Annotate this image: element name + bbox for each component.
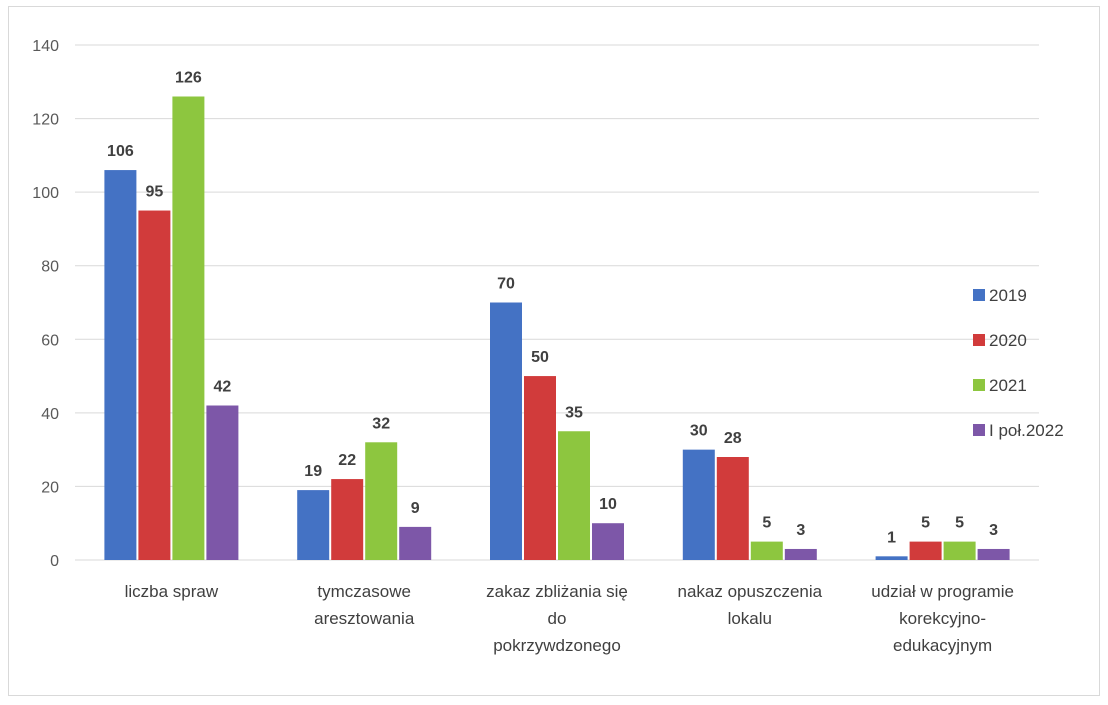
bar xyxy=(104,170,137,561)
bar xyxy=(490,302,522,560)
legend-swatch xyxy=(973,424,985,436)
category-label: zakaz zbliżania się do pokrzywdzonego xyxy=(486,582,628,655)
bar xyxy=(875,556,908,560)
legend-swatch xyxy=(973,289,985,301)
bar xyxy=(592,523,624,560)
data-labels: 106 95 126 42 19 22 32 9 70 50 35 10 30 28 5 3 1 5 5 3 xyxy=(107,70,998,547)
legend-swatch xyxy=(973,379,985,391)
category-label-line: korekcyjno- xyxy=(899,609,986,628)
legend-swatch xyxy=(973,334,985,346)
legend-label: 2021 xyxy=(989,376,1027,395)
y-tick-label: 20 xyxy=(41,479,59,496)
data-label: 50 xyxy=(531,349,549,366)
data-label: 95 xyxy=(146,184,164,201)
category-label-line: do xyxy=(548,609,567,628)
data-label: 35 xyxy=(565,404,583,421)
data-label: 9 xyxy=(411,500,420,517)
bar xyxy=(206,405,239,560)
data-label: 19 xyxy=(304,463,322,480)
bar xyxy=(172,96,205,560)
category-label-line: zakaz zbliżania się xyxy=(486,582,628,601)
bar xyxy=(682,449,715,560)
bar xyxy=(399,526,432,560)
category-label-line: lokalu xyxy=(728,609,772,628)
category-label: liczba spraw xyxy=(125,582,219,601)
bar xyxy=(524,376,556,560)
data-label: 5 xyxy=(921,515,930,532)
data-label: 70 xyxy=(497,276,515,293)
category-label-line: aresztowania xyxy=(314,609,415,628)
category-label-line: edukacyjnym xyxy=(893,636,992,655)
x-axis-categories: liczba spraw tymczasowe aresztowania zakaz … xyxy=(125,582,1014,655)
y-tick-label: 40 xyxy=(41,406,59,423)
bar xyxy=(138,210,171,561)
data-label: 5 xyxy=(762,515,771,532)
category-label: nakaz opuszczenia lokalu xyxy=(678,582,823,628)
legend-label: 2020 xyxy=(989,331,1027,350)
bar xyxy=(750,541,783,560)
y-tick-label: 120 xyxy=(32,112,59,129)
data-label: 28 xyxy=(724,430,742,447)
data-label: 30 xyxy=(690,423,708,440)
data-label: 126 xyxy=(175,70,202,87)
y-tick-label: 100 xyxy=(32,185,59,202)
bar xyxy=(977,548,1010,560)
legend: 2019 2020 2021 I poł.2022 xyxy=(973,286,1064,440)
category-label: udział w programie korekcyjno-edukacyjnym xyxy=(871,582,1014,655)
y-tick-label: 80 xyxy=(41,259,59,276)
bar xyxy=(558,431,590,560)
data-label: 3 xyxy=(989,522,998,539)
data-label: 10 xyxy=(599,496,617,513)
category-label: tymczasowe aresztowania xyxy=(314,582,415,628)
bar xyxy=(331,479,364,560)
data-label: 32 xyxy=(372,415,390,432)
bar xyxy=(716,457,749,560)
bar xyxy=(365,442,398,560)
category-label-line: nakaz opuszczenia xyxy=(678,582,823,601)
category-label-line: udział w programie xyxy=(871,582,1014,601)
bar xyxy=(784,548,817,560)
y-tick-label: 0 xyxy=(50,553,59,570)
legend-label: I poł.2022 xyxy=(989,421,1064,440)
data-label: 42 xyxy=(214,379,232,396)
y-tick-label: 140 xyxy=(32,38,59,55)
category-label-line: pokrzywdzonego xyxy=(493,636,621,655)
data-label: 5 xyxy=(955,515,964,532)
data-label: 1 xyxy=(887,529,896,546)
data-label: 22 xyxy=(338,452,356,469)
category-label-line: tymczasowe xyxy=(317,582,411,601)
data-label: 106 xyxy=(107,143,134,160)
bar xyxy=(943,541,976,560)
bar xyxy=(297,490,330,560)
bar xyxy=(909,541,942,560)
chart-frame: 0 20 40 60 80 100 120 140 106 95 126 42 19 22 32 9 70 50… xyxy=(8,6,1100,696)
y-tick-label: 60 xyxy=(41,332,59,349)
y-axis-ticks: 0 20 40 60 80 100 120 140 xyxy=(32,38,59,570)
bars xyxy=(104,96,1010,561)
data-label: 3 xyxy=(796,522,805,539)
category-label-line: liczba spraw xyxy=(125,582,219,601)
legend-label: 2019 xyxy=(989,286,1027,305)
